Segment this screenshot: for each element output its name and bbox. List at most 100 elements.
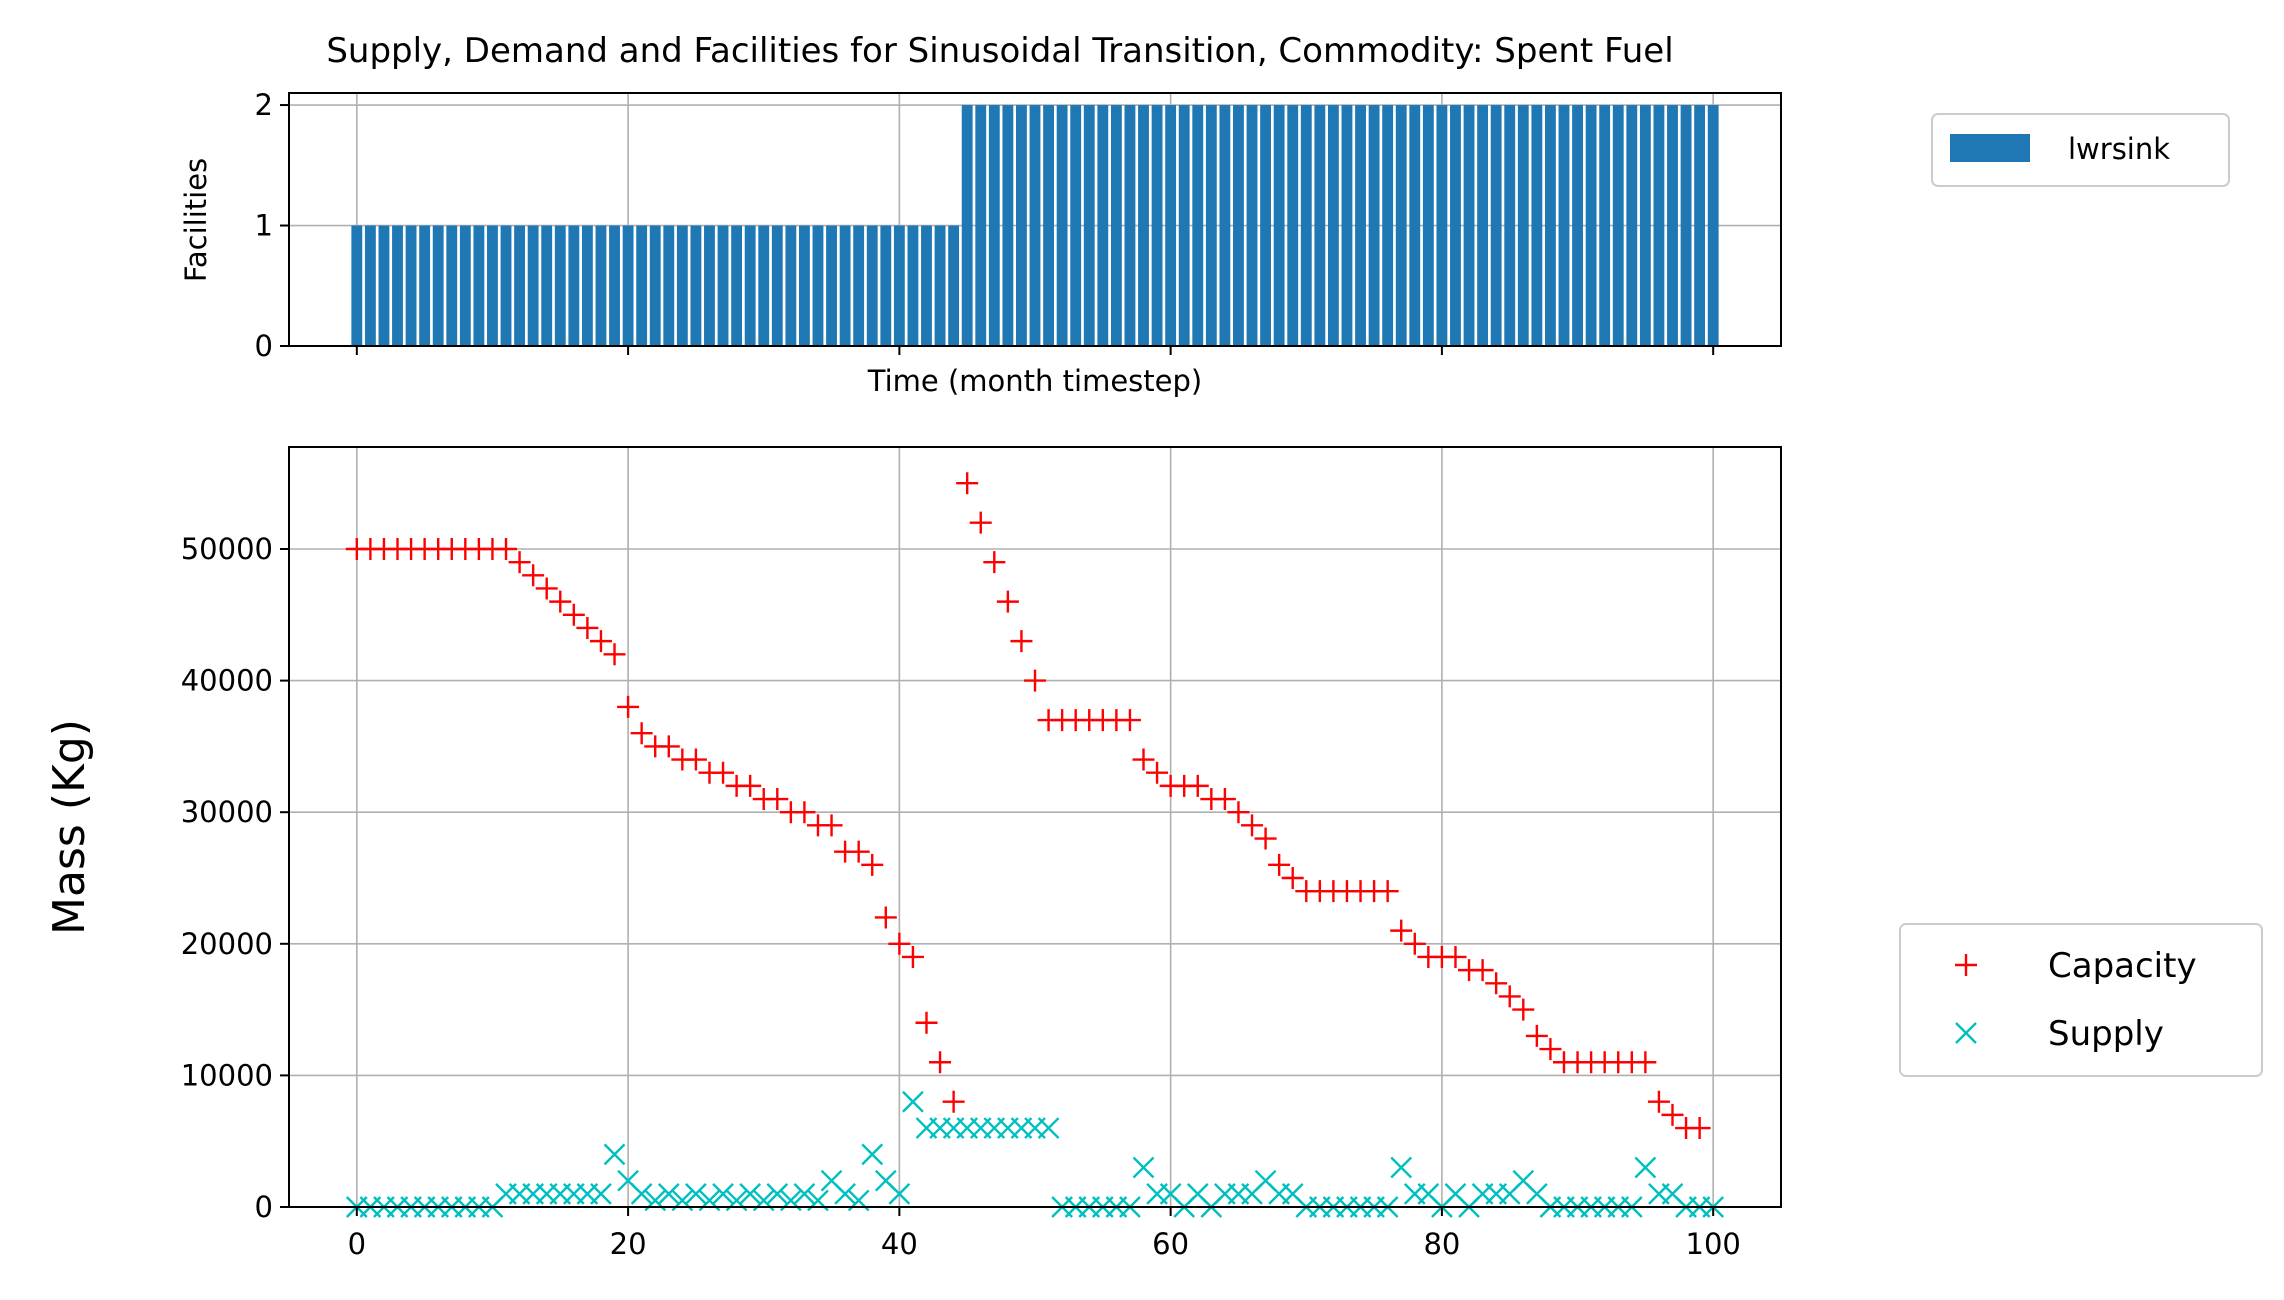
facilities-bar [880, 225, 892, 346]
supply-point [793, 1182, 816, 1205]
facilities-bar [1056, 105, 1068, 346]
capacity-point [1227, 801, 1250, 824]
facilities-bar [1178, 105, 1190, 346]
capacity-point [589, 630, 612, 653]
capacity-point [915, 1011, 938, 1034]
legend-swatch-lwrsink [1950, 134, 2030, 162]
mass-y-tick-label: 40000 [181, 664, 273, 698]
capacity-point [1010, 630, 1033, 653]
facilities-bar [581, 225, 593, 346]
facilities-bar [1138, 105, 1149, 346]
facilities-axes-frame [288, 92, 1782, 347]
facilities-bar [1409, 105, 1421, 346]
mass-x-tick-label: 0 [348, 1227, 366, 1261]
facilities-bar [1477, 105, 1489, 346]
facilities-bar [934, 225, 946, 346]
facilities-bar [798, 225, 810, 346]
facilities-bar [826, 225, 837, 346]
capacity-point [942, 1090, 965, 1113]
mass-axes-frame [288, 446, 1782, 1208]
facilities-bar [1029, 105, 1041, 346]
capacity-point [888, 932, 911, 955]
facilities-legend: lwrsink [1931, 113, 2230, 187]
mass-legend: Capacity Supply [1899, 923, 2263, 1077]
mass-legend-frame [1899, 923, 2263, 1077]
facilities-bar [527, 225, 539, 346]
mass-x-tick-label: 40 [881, 1227, 918, 1261]
legend-supply-glyph [1955, 1022, 1977, 1044]
capacity-point [929, 1051, 952, 1074]
facilities-bar [514, 225, 526, 346]
facilities-bar [500, 225, 512, 346]
capacity-point [1498, 985, 1521, 1008]
capacity-point [766, 788, 789, 811]
facilities-bar [1273, 105, 1285, 346]
capacity-point [1634, 1051, 1657, 1074]
capacity-point [1647, 1090, 1670, 1113]
mass-y-label: Mass (Kg) [44, 719, 95, 935]
facilities-bar [1205, 105, 1217, 346]
facilities-bar [446, 225, 458, 346]
facilities-bar [473, 225, 485, 346]
facilities-legend-frame [1931, 113, 2230, 187]
facilities-bar [595, 225, 607, 346]
facilities-bar [975, 105, 987, 346]
capacity-point [874, 906, 897, 929]
mass-points [345, 472, 1725, 1218]
facilities-bar [1572, 105, 1583, 346]
capacity-point [1539, 1038, 1562, 1061]
facilities-bars [351, 105, 1719, 346]
capacity-point [820, 814, 843, 837]
capacity-point [549, 590, 572, 613]
capacity-point [861, 853, 884, 876]
facilities-bar [378, 225, 390, 346]
facilities-bar [785, 225, 797, 346]
mass-axes: 0 20 40 60 80 100 0 10000 20000 30000 40000 50000 M… [44, 446, 1782, 1261]
capacity-point [657, 735, 680, 758]
facilities-bar [351, 225, 363, 346]
facilities-bar [1490, 105, 1502, 346]
facilities-bar [1097, 105, 1109, 346]
supply-point [1634, 1156, 1657, 1179]
supply-point [902, 1090, 924, 1113]
facilities-bar [1680, 105, 1692, 346]
mass-x-tick-label: 80 [1423, 1227, 1460, 1261]
facilities-bar [1246, 105, 1258, 346]
facilities-x-label: Time (month timestep) [867, 364, 1202, 398]
capacity-point [1403, 932, 1426, 955]
facilities-bar [1300, 105, 1312, 346]
legend-label-lwrsink: lwrsink [2068, 132, 2170, 166]
facilities-bar [1463, 105, 1475, 346]
facilities-bar [1070, 105, 1082, 346]
capacity-point [495, 537, 518, 560]
facilities-bar [1422, 105, 1434, 346]
capacity-point [969, 511, 992, 534]
capacity-point [535, 577, 558, 600]
capacity-point [1213, 788, 1236, 811]
capacity-point [684, 748, 707, 771]
facilities-bar [866, 225, 878, 346]
capacity-point [1485, 972, 1508, 995]
facilities-bar [419, 225, 431, 346]
facilities-bar [1368, 105, 1380, 346]
capacity-point [1688, 1117, 1711, 1140]
facilities-ticks: 0 1 2 [255, 88, 1715, 363]
facilities-bar [690, 225, 702, 346]
facilities-bar [853, 225, 865, 346]
facilities-bar [893, 225, 905, 346]
supply-point [590, 1182, 612, 1205]
facilities-bar [1517, 105, 1529, 346]
supply-point [1132, 1156, 1155, 1179]
capacity-point [901, 945, 924, 968]
facilities-bar [568, 225, 580, 346]
capacity-point [508, 551, 531, 574]
mass-ticks: 0 20 40 60 80 100 0 10000 20000 30000 40000 50000 [181, 532, 1741, 1261]
facilities-bar [1436, 105, 1448, 346]
facilities-bar [1043, 105, 1054, 346]
facilities-bar [1599, 105, 1611, 346]
capacity-point [1525, 1024, 1548, 1047]
mass-y-tick-label: 10000 [181, 1058, 273, 1092]
supply-point [888, 1182, 911, 1205]
facilities-bar [1667, 105, 1678, 346]
facilities-bar [554, 225, 566, 346]
